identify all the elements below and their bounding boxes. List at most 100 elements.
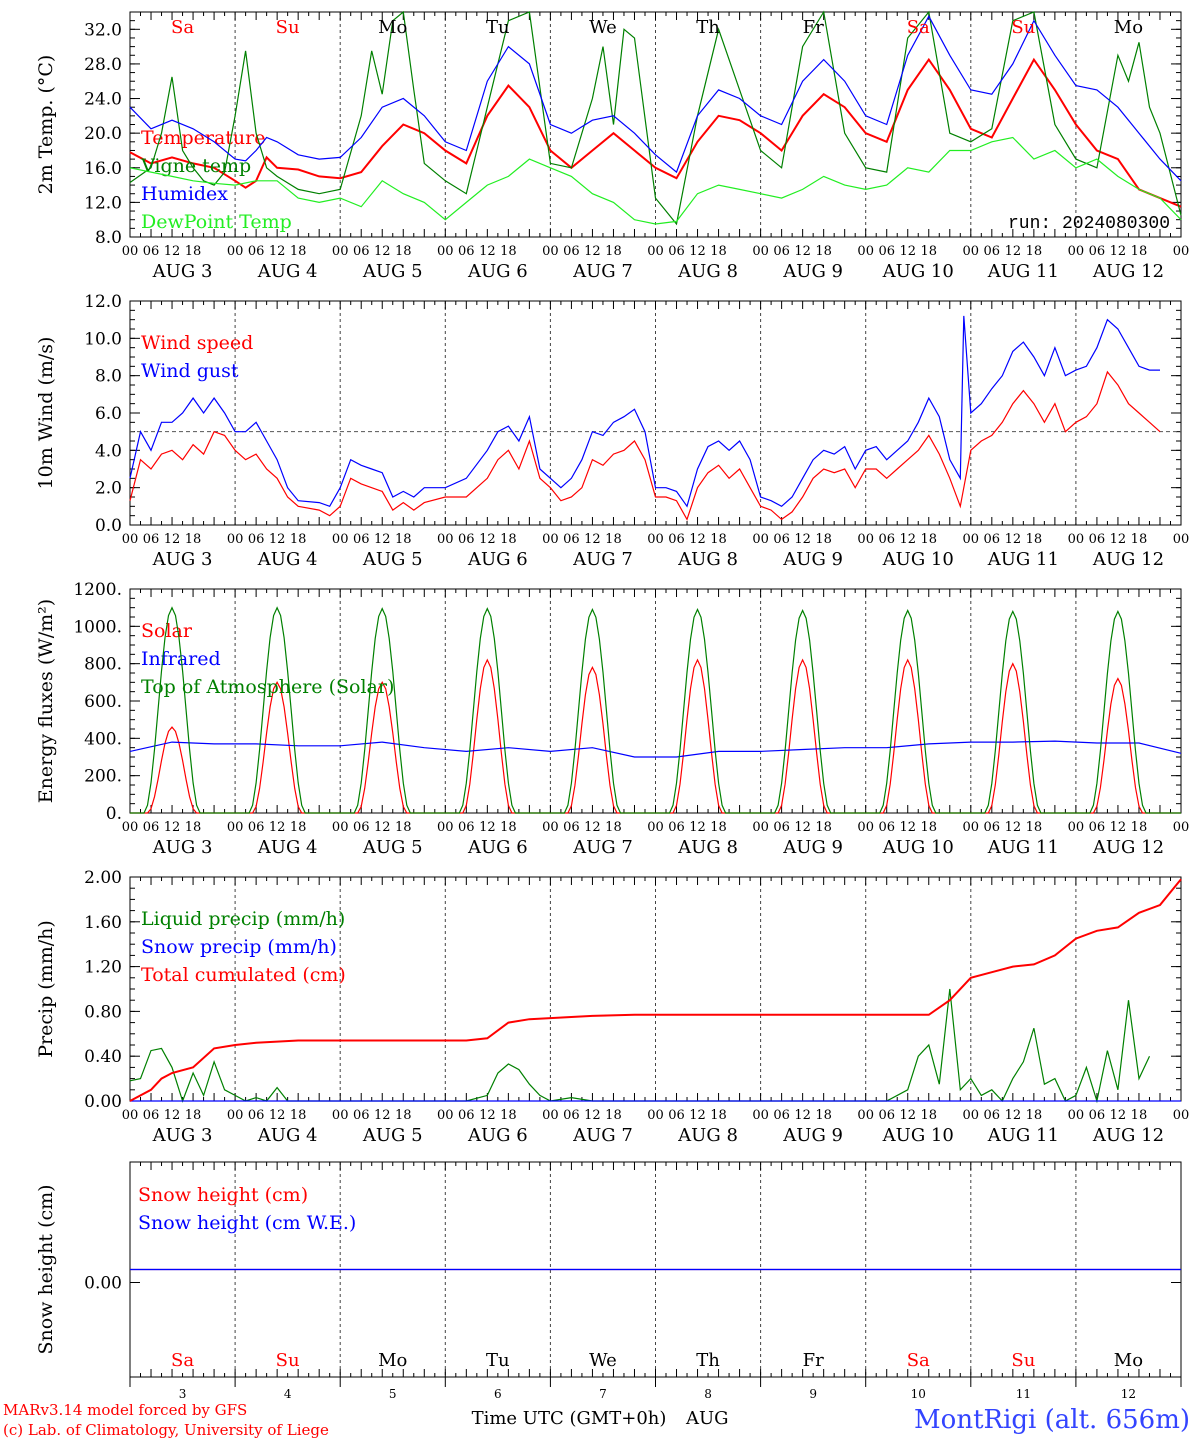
day-number-label: 4 bbox=[284, 1387, 292, 1401]
y-tick-label: 0.40 bbox=[84, 1047, 122, 1067]
hour-tick-label: 12 bbox=[1005, 1108, 1022, 1123]
hour-tick-label: 12 bbox=[689, 820, 706, 835]
legend-entry: Temperature bbox=[141, 127, 265, 149]
hour-tick-label: 12 bbox=[899, 1108, 916, 1123]
hour-tick-label: 18 bbox=[395, 532, 412, 547]
plot-frame bbox=[129, 300, 1182, 526]
hour-tick-label: 00 bbox=[437, 244, 454, 259]
hour-tick-label: 00 bbox=[1173, 820, 1190, 835]
hour-tick-label: 12 bbox=[1110, 532, 1127, 547]
hour-tick-label: 06 bbox=[353, 532, 370, 547]
hour-tick-label: 18 bbox=[1026, 820, 1043, 835]
hour-tick-label: 00 bbox=[1068, 244, 1085, 259]
hour-tick-label: 00 bbox=[857, 1108, 874, 1123]
hour-tick-label: 12 bbox=[1110, 820, 1127, 835]
hour-tick-label: 12 bbox=[479, 244, 496, 259]
hour-tick-label: 00 bbox=[542, 532, 559, 547]
date-label: AUG 9 bbox=[782, 1125, 843, 1146]
hour-tick-label: 00 bbox=[332, 532, 349, 547]
date-label: AUG 10 bbox=[882, 549, 954, 570]
hour-tick-label: 00 bbox=[542, 820, 559, 835]
date-label: AUG 4 bbox=[257, 549, 318, 570]
hour-tick-label: 18 bbox=[815, 1108, 832, 1123]
date-label: AUG 3 bbox=[152, 261, 213, 282]
legend-entry: Solar bbox=[141, 620, 193, 642]
hour-tick-label: 00 bbox=[1068, 1108, 1085, 1123]
date-label: AUG 6 bbox=[467, 1125, 528, 1146]
hour-tick-label: 06 bbox=[668, 820, 685, 835]
weekday-label-top: Su bbox=[1011, 17, 1035, 38]
day-number-label: 10 bbox=[911, 1387, 926, 1401]
hour-tick-label: 00 bbox=[332, 1108, 349, 1123]
hour-tick-label: 06 bbox=[984, 532, 1001, 547]
hour-tick-label: 18 bbox=[395, 244, 412, 259]
date-label: AUG 7 bbox=[572, 837, 633, 858]
hour-tick-label: 18 bbox=[710, 244, 727, 259]
hour-tick-label: 00 bbox=[332, 244, 349, 259]
date-label: AUG 8 bbox=[677, 549, 738, 570]
hour-tick-label: 06 bbox=[1089, 1108, 1106, 1123]
series-line-top-of-atmosphere-solar- bbox=[130, 606, 1181, 814]
legend-entry: Wind speed bbox=[141, 332, 253, 354]
hour-tick-label: 18 bbox=[1131, 244, 1148, 259]
hour-tick-label: 06 bbox=[1089, 532, 1106, 547]
day-number-label: 12 bbox=[1121, 1387, 1136, 1401]
y-tick-label: 1.20 bbox=[84, 958, 122, 978]
hour-tick-label: 12 bbox=[269, 244, 286, 259]
hour-tick-label: 00 bbox=[437, 1108, 454, 1123]
legend-entry: Top of Atmosphere (Solar) bbox=[141, 676, 394, 698]
credit-line-2: (c) Lab. of Climatology, University of L… bbox=[3, 1421, 329, 1439]
series-line-temperature bbox=[129, 57, 1182, 208]
series-line-humidex bbox=[129, 15, 1182, 182]
date-label: AUG 6 bbox=[467, 549, 528, 570]
weekday-label-top: Sa bbox=[907, 17, 930, 38]
hour-tick-label: 00 bbox=[963, 532, 980, 547]
hour-tick-label: 12 bbox=[1005, 820, 1022, 835]
date-label: AUG 9 bbox=[782, 261, 843, 282]
date-label: AUG 12 bbox=[1092, 1125, 1164, 1146]
day-number-label: 9 bbox=[809, 1387, 817, 1401]
weekday-label-bottom: We bbox=[589, 1350, 617, 1371]
hour-tick-label: 06 bbox=[353, 244, 370, 259]
hour-tick-label: 18 bbox=[710, 820, 727, 835]
hour-tick-label: 06 bbox=[984, 820, 1001, 835]
y-tick-label: 12.0 bbox=[84, 292, 122, 312]
hour-tick-label: 00 bbox=[857, 532, 874, 547]
y-tick-label: 600. bbox=[84, 692, 122, 712]
y-tick-label: 0.0 bbox=[95, 516, 122, 536]
hour-tick-label: 00 bbox=[227, 820, 244, 835]
hour-tick-label: 18 bbox=[395, 1108, 412, 1123]
weekday-label-bottom: Su bbox=[1011, 1350, 1035, 1371]
hour-tick-label: 18 bbox=[500, 1108, 517, 1123]
hour-tick-label: 18 bbox=[290, 820, 307, 835]
date-label: AUG 3 bbox=[152, 1125, 213, 1146]
plot-frame bbox=[129, 11, 1182, 238]
y-tick-label: 16.0 bbox=[84, 159, 122, 179]
hour-tick-label: 06 bbox=[353, 820, 370, 835]
hour-tick-label: 06 bbox=[458, 532, 475, 547]
hour-tick-label: 12 bbox=[1005, 532, 1022, 547]
hour-tick-label: 00 bbox=[963, 820, 980, 835]
hour-tick-label: 12 bbox=[374, 820, 391, 835]
hour-tick-label: 18 bbox=[815, 244, 832, 259]
hour-tick-label: 00 bbox=[752, 244, 769, 259]
hour-tick-label: 12 bbox=[794, 820, 811, 835]
date-label: AUG 3 bbox=[152, 549, 213, 570]
hour-tick-label: 00 bbox=[647, 244, 664, 259]
date-label: AUG 10 bbox=[882, 1125, 954, 1146]
hour-tick-label: 12 bbox=[794, 1108, 811, 1123]
date-label: AUG 3 bbox=[152, 837, 213, 858]
hour-tick-label: 06 bbox=[878, 532, 895, 547]
date-label: AUG 12 bbox=[1092, 261, 1164, 282]
weekday-label-top: Tu bbox=[486, 17, 510, 38]
time-axis-label: Time UTC (GMT+0h) bbox=[472, 1408, 667, 1429]
hour-tick-label: 18 bbox=[500, 244, 517, 259]
series-line-dewpoint-temp bbox=[129, 136, 1182, 225]
day-number-label: 5 bbox=[389, 1387, 397, 1401]
hour-tick-label: 00 bbox=[437, 820, 454, 835]
y-tick-label: 200. bbox=[84, 767, 122, 787]
weekday-label-top: Sa bbox=[171, 17, 194, 38]
hour-tick-label: 12 bbox=[479, 820, 496, 835]
hour-tick-label: 00 bbox=[332, 820, 349, 835]
date-label: AUG 11 bbox=[987, 549, 1059, 570]
